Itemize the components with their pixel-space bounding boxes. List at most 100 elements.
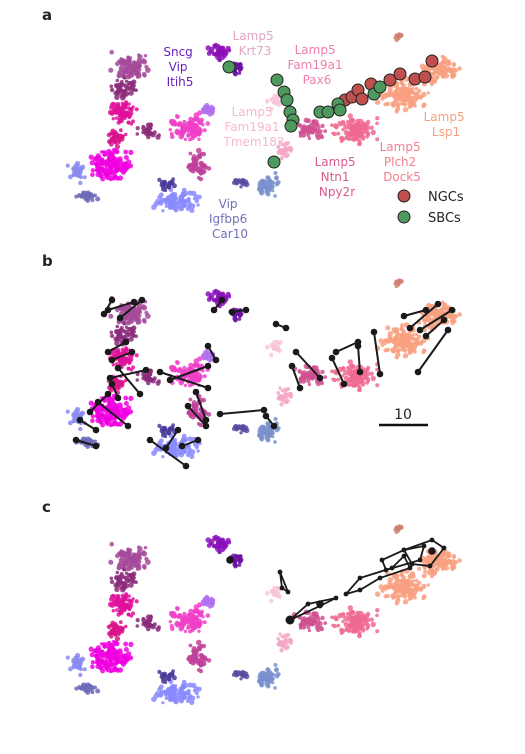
network-node xyxy=(92,426,100,434)
network-node xyxy=(146,436,154,444)
network-node xyxy=(328,354,336,362)
network-node xyxy=(204,384,212,392)
network-node xyxy=(292,348,300,356)
network-edge xyxy=(149,439,187,467)
network-node xyxy=(142,366,150,374)
legend-label-ngcs: NGCs xyxy=(428,190,464,205)
sbc-marker xyxy=(373,80,387,94)
network-node xyxy=(357,587,363,593)
network-node xyxy=(340,380,348,388)
panel-c-cells xyxy=(65,524,462,706)
network-edge xyxy=(419,309,453,331)
network-node xyxy=(262,412,270,420)
network-node xyxy=(285,589,291,595)
network-node xyxy=(434,300,442,308)
network-node xyxy=(416,326,424,334)
network-node xyxy=(130,298,138,306)
network-node xyxy=(370,328,378,336)
cluster-labels: Sncg Vip Itih5 Lamp5 Krt73 Lamp5 Fam19a1… xyxy=(163,29,469,241)
panel-b-network xyxy=(72,296,456,470)
network-edge xyxy=(417,329,449,373)
network-node xyxy=(108,356,116,364)
network-node xyxy=(277,569,283,575)
panel-letter-a: a xyxy=(42,6,53,24)
network-edge xyxy=(295,351,321,379)
panel-letter-c: c xyxy=(42,498,51,516)
network-node xyxy=(421,543,427,549)
network-node xyxy=(296,384,304,392)
network-node xyxy=(226,556,234,564)
network-node xyxy=(260,406,268,414)
network-node xyxy=(204,342,212,350)
network-node xyxy=(124,422,132,430)
network-node xyxy=(401,547,407,553)
network-node xyxy=(401,553,407,559)
network-node xyxy=(194,436,202,444)
network-node xyxy=(377,575,383,581)
network-node xyxy=(122,338,130,346)
network-node xyxy=(182,462,190,470)
network-node xyxy=(407,565,413,571)
network-node xyxy=(448,306,456,314)
network-node xyxy=(406,324,414,332)
sbc-marker xyxy=(284,119,298,133)
network-edge xyxy=(403,309,427,317)
network-node xyxy=(116,314,124,322)
network-polygon xyxy=(343,554,412,596)
network-node xyxy=(285,615,295,625)
network-polygon xyxy=(402,539,446,567)
network-node xyxy=(204,362,212,370)
network-node xyxy=(202,422,210,430)
label-vip-igfbp6-car10: Vip Igfbp6 Car10 xyxy=(209,197,251,241)
network-node xyxy=(162,444,170,452)
label-lamp5-ntn1-npy2r: Lamp5 Ntn1 Npy2r xyxy=(315,155,360,199)
network-edge xyxy=(107,301,135,311)
network-node xyxy=(178,442,186,450)
network-node xyxy=(86,408,94,416)
network-node xyxy=(356,368,364,376)
network-node xyxy=(92,442,100,450)
network-node xyxy=(441,545,447,551)
network-node xyxy=(242,306,250,314)
network-node xyxy=(288,362,296,370)
label-lamp5-fam19a1-pax6: Lamp5 Fam19a1 Pax6 xyxy=(288,43,347,87)
network-edge xyxy=(335,341,359,353)
label-lamp5-lsp1: Lamp5 Lsp1 xyxy=(424,110,469,139)
sbc-marker xyxy=(267,155,281,169)
network-node xyxy=(104,348,112,356)
network-edge xyxy=(89,393,109,413)
network-node xyxy=(270,422,278,430)
network-edge xyxy=(187,405,207,427)
network-node xyxy=(376,370,384,378)
network-node xyxy=(379,557,385,563)
network-edge xyxy=(331,357,345,385)
network-node xyxy=(108,380,116,388)
network-polygon xyxy=(279,571,290,595)
ngc-marker xyxy=(393,67,407,81)
label-lamp5-plch2-dock5: Lamp5 Plch2 Dock5 xyxy=(380,140,425,184)
network-node xyxy=(136,390,144,398)
network-edge xyxy=(75,439,97,447)
network-edge xyxy=(107,341,127,353)
network-edge xyxy=(109,369,147,379)
network-edge xyxy=(425,319,445,337)
legend-marker-ngcs xyxy=(397,189,411,203)
network-node xyxy=(422,332,430,340)
network-edge xyxy=(219,409,265,415)
network-node xyxy=(76,416,84,424)
legend-marker-sbcs xyxy=(397,210,411,224)
network-node xyxy=(429,537,435,543)
panel-a-markers xyxy=(222,54,439,169)
network-node xyxy=(166,376,174,384)
ngc-marker xyxy=(418,70,432,84)
network-node xyxy=(316,600,324,608)
sbc-marker xyxy=(222,60,236,74)
network-node xyxy=(104,390,112,398)
network-node xyxy=(332,348,340,356)
network-node xyxy=(417,557,423,563)
network-edge xyxy=(169,365,209,381)
network-node xyxy=(357,575,363,581)
panel-b-cells xyxy=(65,278,462,459)
